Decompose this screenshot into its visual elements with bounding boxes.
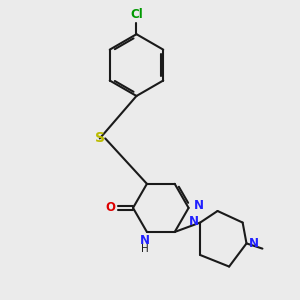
Text: Cl: Cl [130, 8, 143, 21]
Text: N: N [189, 215, 199, 228]
Text: N: N [249, 237, 259, 250]
Text: O: O [105, 201, 115, 214]
Text: H: H [141, 244, 149, 254]
Text: S: S [95, 131, 105, 146]
Text: N: N [140, 234, 150, 247]
Text: N: N [194, 200, 204, 212]
